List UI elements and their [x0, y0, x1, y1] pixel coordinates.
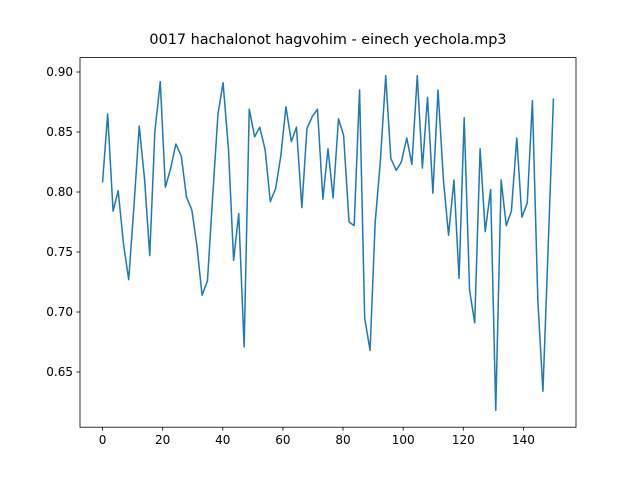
x-tick-label: 140: [512, 433, 535, 447]
x-tick-label: 80: [335, 433, 350, 447]
x-tick-label: 40: [215, 433, 230, 447]
x-tick-label: 60: [275, 433, 290, 447]
axes-frame: [79, 57, 577, 428]
y-tick-label: 0.65: [46, 365, 73, 379]
x-tick-label: 20: [155, 433, 170, 447]
y-tick-label: 0.70: [46, 305, 73, 319]
y-tick-label: 0.80: [46, 185, 73, 199]
x-tick-label: 100: [392, 433, 415, 447]
chart-title: 0017 hachalonot hagvohim - einech yechol…: [149, 32, 506, 48]
y-tick-label: 0.85: [46, 125, 73, 139]
x-tick-label: 120: [452, 433, 475, 447]
data-line: [101, 74, 555, 412]
y-tick-label: 0.75: [46, 245, 73, 259]
x-tick-label: 0: [99, 433, 107, 447]
y-tick-label: 0.90: [46, 65, 73, 79]
